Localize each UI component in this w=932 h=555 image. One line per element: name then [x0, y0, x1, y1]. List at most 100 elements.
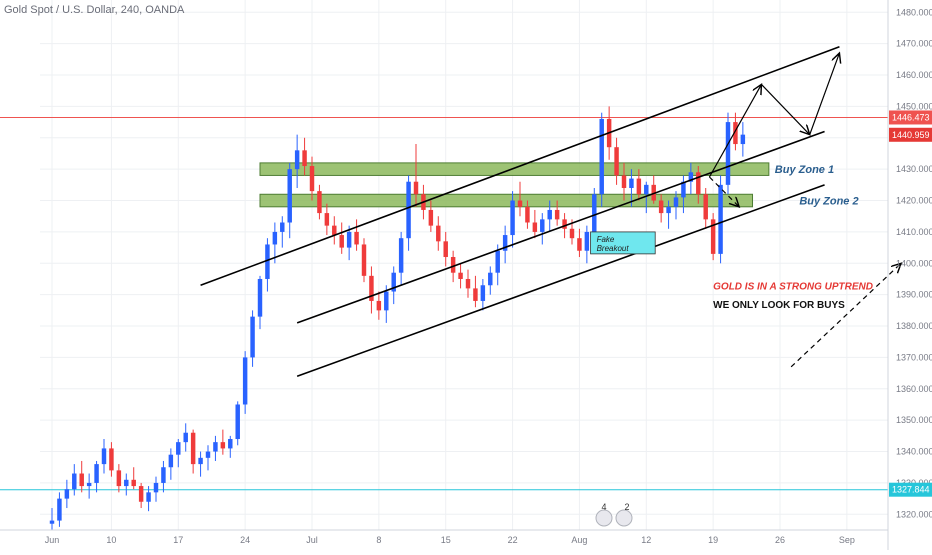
price-label-bg [889, 110, 932, 125]
projection-arrow [760, 84, 809, 134]
candle-body [384, 291, 389, 311]
candle-body [703, 194, 708, 220]
candle-body [220, 442, 226, 449]
buy-zone-rect [259, 162, 770, 176]
candle-body [287, 169, 292, 223]
candle-body [101, 448, 107, 465]
dashed-arrow [709, 176, 739, 207]
price-tick-label: 1390.000 [896, 290, 932, 300]
buy-zone-rect [259, 193, 754, 208]
time-tick-label: Jul [306, 535, 318, 545]
price-tick-label: 1430.000 [896, 164, 932, 174]
candle-body [116, 470, 122, 487]
candle-body [72, 473, 77, 490]
candle-body [733, 122, 738, 145]
candle-body [525, 206, 530, 223]
time-tick-label: Aug [571, 535, 587, 545]
candle-body [502, 235, 508, 251]
candle-body [49, 520, 55, 524]
buy-zones[interactable] [259, 162, 770, 208]
price-tick-label: 1350.000 [896, 415, 932, 425]
candle-body [517, 200, 523, 207]
candle-body [681, 181, 686, 198]
candle-body [673, 197, 679, 207]
price-tick-label: 1450.000 [896, 101, 932, 111]
time-tick-label: 12 [641, 535, 651, 545]
candle-body [599, 118, 604, 195]
channel-trendline [200, 46, 840, 287]
price-axis[interactable]: 1320.0001330.0001340.0001350.0001360.000… [887, 0, 932, 550]
event-count: 4 [601, 502, 606, 512]
candle-body [592, 194, 597, 232]
projection-arrow [809, 53, 840, 135]
candle-body [272, 231, 278, 245]
price-label-bg [889, 127, 932, 142]
price-tick-label: 1470.000 [896, 39, 932, 49]
time-tick-label: Sep [839, 535, 855, 545]
candle-body [488, 272, 493, 286]
candle-body [458, 272, 463, 279]
candle-body [391, 272, 396, 292]
price-tick-label: 1380.000 [896, 321, 932, 331]
price-tick-label: 1340.000 [896, 447, 932, 457]
time-tick-label: 15 [441, 535, 451, 545]
candle-body [688, 172, 694, 182]
candle-body [265, 244, 270, 279]
channel-trendline [296, 184, 825, 378]
candle-body [436, 225, 441, 242]
candle-body [480, 285, 486, 301]
candle-body [153, 482, 159, 493]
horizontal-lines [0, 116, 888, 491]
candle-body [324, 213, 330, 226]
price-tick-label: 1320.000 [896, 509, 932, 519]
event-flags[interactable]: 4 2 [595, 502, 633, 527]
time-tick-label: 26 [775, 535, 785, 545]
fake-breakout-box [590, 231, 656, 255]
candle-body [710, 219, 716, 254]
candle-body [554, 209, 560, 220]
candle-body [540, 219, 545, 232]
candle-body [644, 184, 649, 195]
price-tick-label: 1370.000 [896, 352, 932, 362]
candle-body [124, 479, 129, 487]
candle-body [450, 257, 456, 273]
flag-us-icon[interactable] [595, 509, 613, 527]
fake-breakout-label: Breakout [597, 244, 630, 253]
candle-body [280, 222, 285, 232]
candle-body [79, 473, 84, 487]
flag-us-icon[interactable] [615, 509, 633, 527]
candle-body [109, 448, 114, 471]
candle-body [146, 492, 151, 502]
chart-annotation: Buy Zone 1 [775, 164, 834, 176]
candle-body [138, 486, 144, 502]
candle-body [317, 191, 322, 214]
candle-body [176, 442, 181, 455]
candle-body [636, 178, 642, 195]
price-tick-label: 1480.000 [896, 7, 932, 17]
candle-body [242, 357, 248, 405]
candle-body [658, 200, 664, 214]
candle-body [718, 184, 723, 254]
candle-body [569, 228, 575, 239]
candle-body [361, 244, 367, 276]
chart-annotation: GOLD IS IN A STRONG UPTREND [713, 281, 873, 292]
trendlines[interactable] [200, 46, 902, 378]
candle-body [532, 222, 538, 232]
time-axis[interactable]: Jun 10 17 24 Jul 8 15 22 Aug 12 19 26 Sep [0, 529, 888, 545]
candle-body [666, 206, 671, 214]
candle-body [621, 175, 627, 188]
candle-body [198, 457, 203, 465]
candle-body [205, 451, 211, 458]
candle-body [235, 404, 240, 440]
price-label-text: 1446.473 [892, 112, 930, 122]
symbol-title[interactable]: Gold Spot / U.S. Dollar, 240, OANDA [4, 4, 185, 16]
candle-body [294, 150, 300, 170]
time-tick-label: 17 [173, 535, 183, 545]
candle-body [354, 231, 359, 245]
candle-body [406, 181, 411, 239]
candle-body [614, 147, 619, 176]
event-count: 2 [624, 502, 629, 512]
